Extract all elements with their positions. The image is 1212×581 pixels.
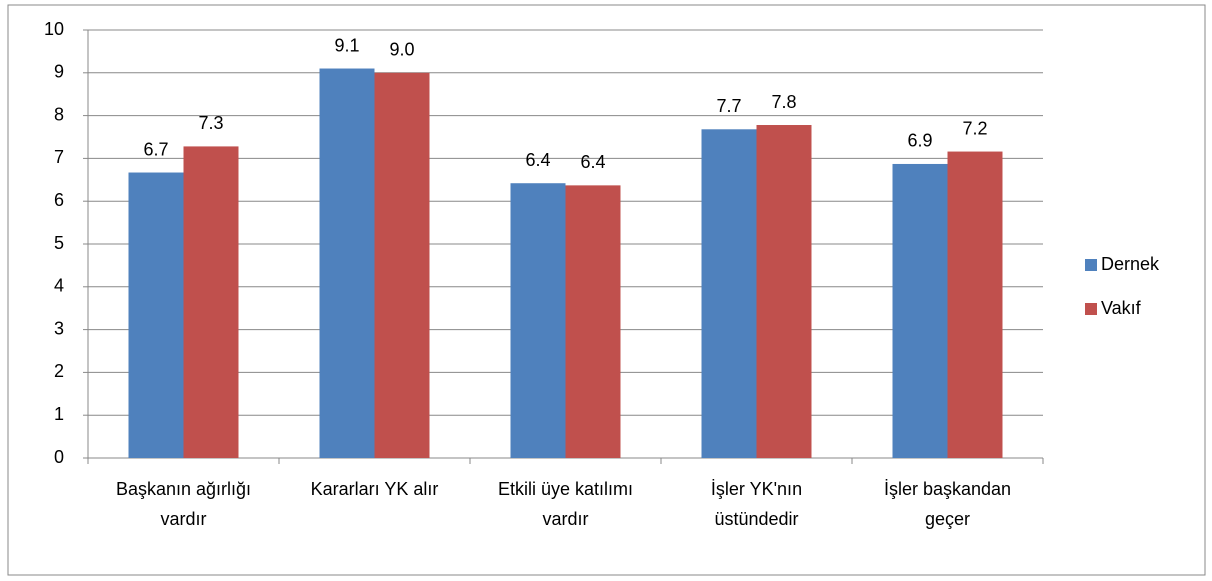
data-label: 9.1: [334, 35, 359, 55]
legend-swatch: [1085, 303, 1097, 315]
data-label: 6.7: [143, 139, 168, 159]
bar: [565, 185, 621, 458]
bar: [319, 68, 375, 459]
y-tick-label: 9: [54, 62, 64, 82]
data-label: 6.9: [907, 131, 932, 151]
bar: [374, 72, 430, 459]
y-tick-label: 0: [54, 447, 64, 467]
x-tick-label: İşler YK'nın üstündedir: [710, 479, 803, 529]
data-label: 7.3: [198, 113, 223, 133]
data-label: 7.2: [962, 118, 987, 138]
y-tick-label: 6: [54, 190, 64, 210]
x-tick-label: İşler başkandan geçer: [883, 479, 1012, 529]
data-label: 6.4: [525, 150, 550, 170]
x-tick-label: Etkili üye katılımı vardır: [497, 479, 634, 529]
x-tick-label: Kararları YK alır: [310, 479, 439, 499]
y-tick-label: 7: [54, 147, 64, 167]
bar: [756, 125, 812, 459]
y-tick-label: 2: [54, 361, 64, 381]
legend-swatch: [1085, 259, 1097, 271]
y-tick-label: 5: [54, 233, 64, 253]
bar: [892, 163, 948, 459]
y-tick-label: 10: [44, 19, 64, 39]
legend-label: Dernek: [1101, 254, 1160, 274]
y-tick-label: 4: [54, 276, 64, 296]
bar: [701, 129, 757, 458]
data-label: 7.7: [716, 96, 741, 116]
bar: [947, 151, 1003, 458]
data-label: 9.0: [389, 40, 414, 60]
data-label: 7.8: [771, 92, 796, 112]
bar: [183, 146, 239, 458]
data-label: 6.4: [580, 152, 605, 172]
bar: [510, 183, 566, 458]
legend-label: Vakıf: [1101, 298, 1142, 318]
bar: [128, 172, 184, 459]
y-tick-label: 8: [54, 104, 64, 124]
y-tick-label: 1: [54, 404, 64, 424]
x-tick-label: Başkanın ağırlığı vardır: [115, 479, 252, 529]
y-tick-label: 3: [54, 318, 64, 338]
